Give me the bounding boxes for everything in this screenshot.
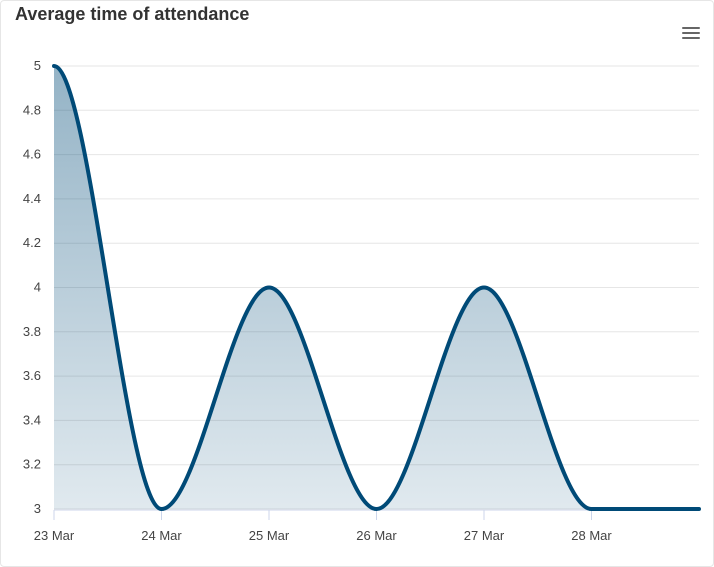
y-tick-label: 4.4 — [23, 191, 41, 206]
y-tick-label: 4 — [34, 280, 41, 295]
y-tick-label: 4.6 — [23, 147, 41, 162]
series-line[interactable] — [52, 64, 701, 512]
y-tick-label: 3.6 — [23, 368, 41, 383]
chart-title: Average time of attendance — [15, 4, 250, 24]
y-tick-label: 3.4 — [23, 412, 41, 427]
x-tick-label: 24 Mar — [141, 528, 182, 543]
y-tick-label: 4.8 — [23, 102, 41, 117]
y-tick-label: 3.8 — [23, 324, 41, 339]
hamburger-menu-icon[interactable] — [679, 23, 703, 45]
x-tick-label: 27 Mar — [464, 528, 505, 543]
y-tick-label: 5 — [34, 58, 41, 73]
y-tick-label: 3 — [34, 501, 41, 516]
x-tick-label: 28 Mar — [571, 528, 612, 543]
y-tick-label: 4.2 — [23, 235, 41, 250]
x-tick-label: 25 Mar — [249, 528, 290, 543]
y-tick-label: 3.2 — [23, 457, 41, 472]
x-tick-label: 26 Mar — [356, 528, 397, 543]
x-tick-label: 23 Mar — [34, 528, 75, 543]
